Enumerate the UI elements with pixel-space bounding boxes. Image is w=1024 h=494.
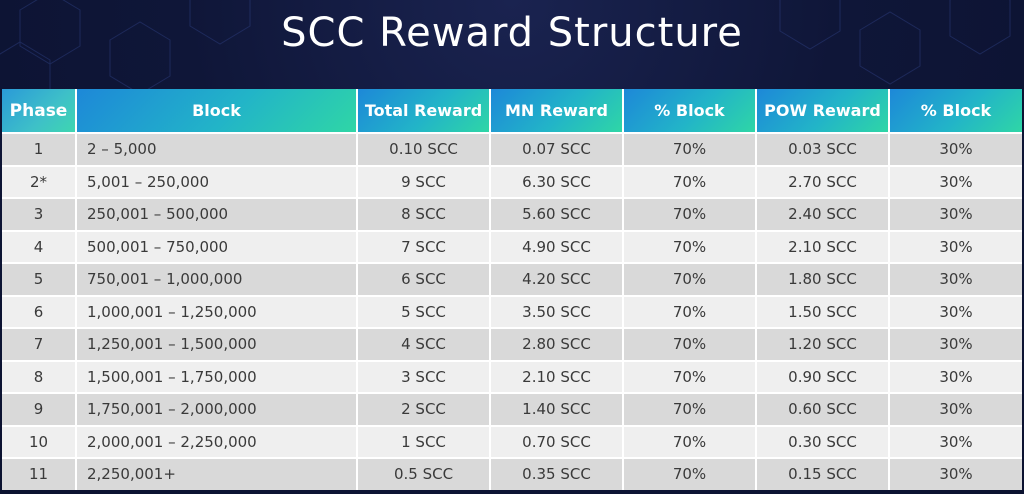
cell-pow-reward: 0.03 SCC [756,132,890,166]
cell-block: 1,750,001 – 2,000,000 [76,392,358,426]
table-row: 5 750,001 – 1,000,000 6 SCC 4.20 SCC 70%… [2,262,1022,296]
cell-total-reward: 4 SCC [357,327,491,361]
cell-phase: 1 [2,132,77,166]
cell-phase: 6 [2,294,77,328]
cell-phase: 8 [2,359,77,393]
cell-total-reward: 6 SCC [357,262,491,296]
cell-pow-block-percent: 30% [889,262,1022,296]
cell-pow-block-percent: 30% [889,392,1022,426]
cell-pow-reward: 1.50 SCC [756,294,890,328]
table-row: 11 2,250,001+ 0.5 SCC 0.35 SCC 70% 0.15 … [2,457,1022,490]
cell-block: 2,250,001+ [76,457,358,490]
table-row: 9 1,750,001 – 2,000,000 2 SCC 1.40 SCC 7… [2,392,1022,426]
cell-pow-block-percent: 30% [889,327,1022,361]
cell-mn-reward: 0.35 SCC [490,457,624,490]
cell-pow-block-percent: 30% [889,197,1022,231]
cell-mn-reward: 6.30 SCC [490,164,624,198]
cell-total-reward: 8 SCC [357,197,491,231]
table-row: 4 500,001 – 750,000 7 SCC 4.90 SCC 70% 2… [2,229,1022,263]
cell-pow-block-percent: 30% [889,294,1022,328]
cell-mn-block-percent: 70% [623,132,757,166]
cell-phase: 9 [2,392,77,426]
cell-phase: 11 [2,457,77,490]
cell-mn-reward: 1.40 SCC [490,392,624,426]
cell-total-reward: 2 SCC [357,392,491,426]
column-header-mn-reward: MN Reward [490,89,624,133]
column-header-phase: Phase [2,89,77,133]
cell-mn-reward: 2.80 SCC [490,327,624,361]
table-row: 6 1,000,001 – 1,250,000 5 SCC 3.50 SCC 7… [2,294,1022,328]
column-header-pow-block-percent: % Block [889,89,1022,133]
cell-mn-reward: 0.07 SCC [490,132,624,166]
cell-total-reward: 1 SCC [357,424,491,458]
cell-mn-block-percent: 70% [623,262,757,296]
column-header-total-reward: Total Reward [357,89,491,133]
cell-pow-block-percent: 30% [889,457,1022,490]
cell-pow-block-percent: 30% [889,164,1022,198]
cell-pow-block-percent: 30% [889,359,1022,393]
cell-mn-block-percent: 70% [623,294,757,328]
cell-block: 2 – 5,000 [76,132,358,166]
cell-pow-block-percent: 30% [889,229,1022,263]
table-row: 1 2 – 5,000 0.10 SCC 0.07 SCC 70% 0.03 S… [2,132,1022,166]
cell-pow-reward: 1.80 SCC [756,262,890,296]
table-row: 7 1,250,001 – 1,500,000 4 SCC 2.80 SCC 7… [2,327,1022,361]
table-row: 10 2,000,001 – 2,250,000 1 SCC 0.70 SCC … [2,424,1022,458]
cell-pow-block-percent: 30% [889,424,1022,458]
cell-phase: 3 [2,197,77,231]
cell-mn-reward: 4.90 SCC [490,229,624,263]
cell-mn-reward: 3.50 SCC [490,294,624,328]
cell-mn-block-percent: 70% [623,457,757,490]
cell-block: 500,001 – 750,000 [76,229,358,263]
table-row: 2* 5,001 – 250,000 9 SCC 6.30 SCC 70% 2.… [2,164,1022,198]
cell-phase: 2* [2,164,77,198]
cell-mn-block-percent: 70% [623,359,757,393]
cell-pow-block-percent: 30% [889,132,1022,166]
cell-phase: 10 [2,424,77,458]
table-row: 3 250,001 – 500,000 8 SCC 5.60 SCC 70% 2… [2,197,1022,231]
cell-pow-reward: 2.70 SCC [756,164,890,198]
cell-mn-block-percent: 70% [623,164,757,198]
cell-total-reward: 0.10 SCC [357,132,491,166]
cell-pow-reward: 1.20 SCC [756,327,890,361]
cell-block: 1,500,001 – 1,750,000 [76,359,358,393]
cell-pow-reward: 0.30 SCC [756,424,890,458]
cell-mn-block-percent: 70% [623,327,757,361]
cell-block: 1,250,001 – 1,500,000 [76,327,358,361]
cell-mn-reward: 4.20 SCC [490,262,624,296]
cell-pow-reward: 0.90 SCC [756,359,890,393]
cell-phase: 4 [2,229,77,263]
cell-block: 750,001 – 1,000,000 [76,262,358,296]
cell-pow-reward: 0.15 SCC [756,457,890,490]
cell-phase: 7 [2,327,77,361]
cell-pow-reward: 0.60 SCC [756,392,890,426]
cell-pow-reward: 2.40 SCC [756,197,890,231]
table-header-row: Phase Block Total Reward MN Reward % Blo… [2,89,1022,133]
cell-mn-block-percent: 70% [623,424,757,458]
cell-pow-reward: 2.10 SCC [756,229,890,263]
column-header-mn-block-percent: % Block [623,89,757,133]
cell-mn-reward: 5.60 SCC [490,197,624,231]
column-header-block: Block [76,89,358,133]
cell-total-reward: 3 SCC [357,359,491,393]
cell-mn-block-percent: 70% [623,229,757,263]
cell-block: 2,000,001 – 2,250,000 [76,424,358,458]
cell-block: 1,000,001 – 1,250,000 [76,294,358,328]
cell-total-reward: 5 SCC [357,294,491,328]
cell-total-reward: 9 SCC [357,164,491,198]
column-header-pow-reward: POW Reward [756,89,890,133]
cell-block: 250,001 – 500,000 [76,197,358,231]
cell-mn-block-percent: 70% [623,197,757,231]
cell-mn-reward: 0.70 SCC [490,424,624,458]
cell-total-reward: 7 SCC [357,229,491,263]
cell-mn-reward: 2.10 SCC [490,359,624,393]
cell-total-reward: 0.5 SCC [357,457,491,490]
page-title: SCC Reward Structure [281,10,743,56]
table-row: 8 1,500,001 – 1,750,000 3 SCC 2.10 SCC 7… [2,359,1022,393]
cell-phase: 5 [2,262,77,296]
cell-mn-block-percent: 70% [623,392,757,426]
reward-structure-table: Phase Block Total Reward MN Reward % Blo… [2,89,1022,490]
cell-block: 5,001 – 250,000 [76,164,358,198]
